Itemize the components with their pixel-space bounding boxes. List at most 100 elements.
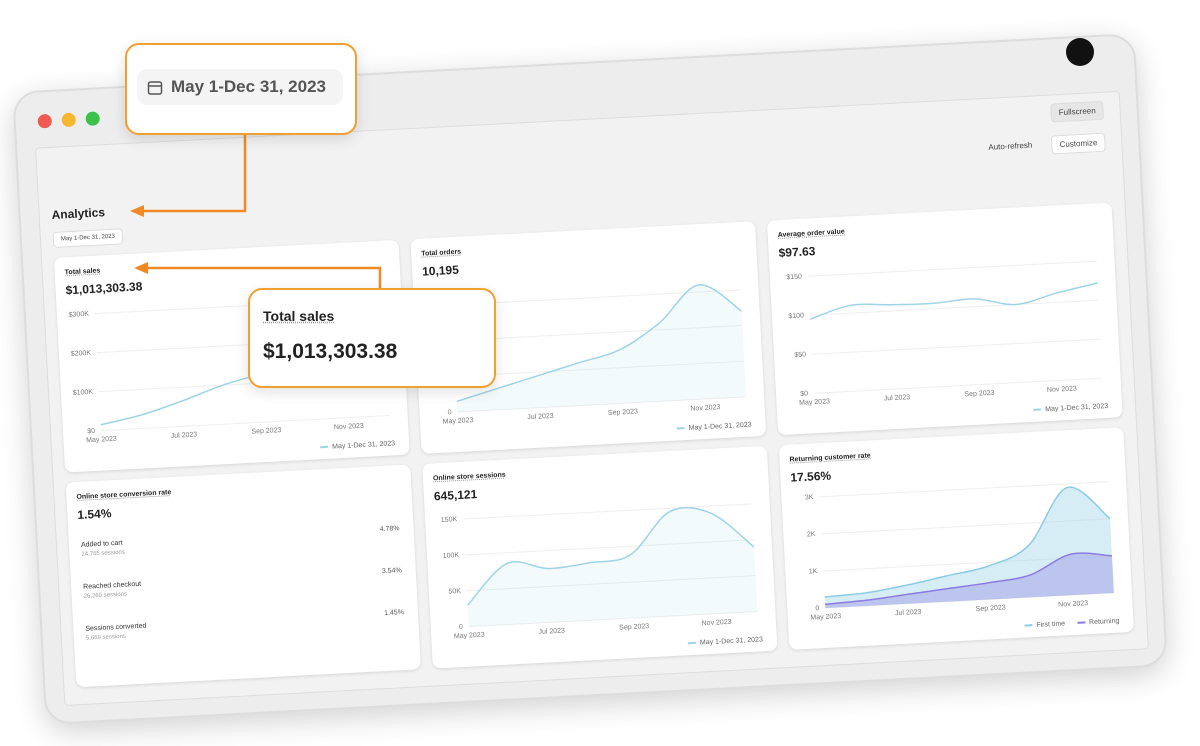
x-tick-label: Nov 2023 — [1047, 385, 1077, 394]
grid-line — [451, 289, 741, 306]
card-title: Online store sessions — [432, 471, 506, 483]
legend-swatch — [1024, 624, 1033, 627]
x-tick-label: Jul 2023 — [895, 609, 922, 617]
close-dot[interactable] — [37, 113, 53, 129]
callout-value: $1,013,303.38 — [263, 340, 398, 363]
y-tick-label: $300K — [69, 311, 90, 319]
row-rate: 1.45% — [383, 609, 405, 618]
y-tick-label: 150K — [441, 516, 458, 524]
x-tick-label: Sep 2023 — [251, 427, 281, 436]
area — [467, 507, 758, 627]
card-value: 645,121 — [433, 487, 478, 504]
x-tick-label: May 2023 — [810, 613, 841, 622]
card-value: $1,013,303.38 — [65, 279, 143, 298]
legend-swatch — [1077, 621, 1086, 624]
auto-refresh[interactable]: Auto-refresh — [988, 140, 1033, 152]
grid-line — [811, 338, 1101, 355]
grid-line — [825, 592, 1114, 609]
line — [809, 282, 1098, 320]
y-tick-label: 50K — [448, 588, 461, 596]
x-tick-label: Jul 2023 — [527, 413, 554, 421]
y-tick-label: $50 — [794, 351, 806, 359]
minimize-dot[interactable] — [61, 112, 77, 128]
y-tick-label: 0 — [447, 409, 451, 416]
x-tick-label: Sep 2023 — [619, 623, 649, 632]
legend: May 1-Dec 31, 2023 — [676, 421, 752, 433]
fullscreen-button[interactable]: Fullscreen — [1050, 100, 1105, 123]
legend-swatch — [1033, 408, 1042, 412]
sales-callout: Total sales $1,013,303.38 — [248, 288, 496, 388]
y-tick-label: 0 — [459, 624, 463, 631]
legend-item: Returning — [1077, 618, 1120, 627]
card-title: Total orders — [421, 248, 462, 258]
y-tick-label: 1K — [809, 568, 818, 575]
line — [456, 284, 743, 402]
card: Average order value $97.63 $0 $50 $100 $150 Ma… — [766, 202, 1123, 436]
y-tick-label: 100K — [443, 552, 460, 560]
chart: 0 1K 2K 3K May 2023 Jul 2023 Sep 2023 Nov 2023 — [805, 481, 1114, 622]
x-tick-label: May 2023 — [442, 417, 473, 426]
card-value: 1.54% — [77, 506, 112, 523]
card-value: $97.63 — [778, 244, 816, 260]
x-tick-label: Jul 2023 — [884, 394, 911, 402]
legend-label: May 1-Dec 31, 2023 — [1045, 402, 1109, 414]
y-tick-label: 0 — [815, 605, 819, 612]
x-tick-label: May 2023 — [86, 436, 117, 445]
date-pill: May 1-Dec 31, 2023 — [137, 69, 343, 105]
line — [467, 506, 755, 606]
grid-line — [463, 503, 752, 520]
legend: First time Returning — [1024, 618, 1120, 630]
area — [456, 284, 747, 412]
grid-line — [455, 360, 745, 377]
legend-label: May 1-Dec 31, 2023 — [331, 440, 396, 451]
grid-line — [807, 260, 1097, 277]
x-tick-label: Nov 2023 — [1058, 600, 1088, 609]
funnel-row: Added to cart 24,765 sessions 4.78% — [81, 525, 400, 558]
funnel-row: Sessions converted 5,669 sessions 1.45% — [85, 609, 404, 642]
legend: May 1-Dec 31, 2023 — [687, 636, 763, 647]
grid-line — [453, 325, 743, 342]
x-tick-label: Sep 2023 — [964, 390, 994, 399]
calendar-icon — [147, 81, 163, 95]
y-tick-label: $100 — [788, 312, 804, 320]
grid-line — [814, 377, 1103, 394]
x-tick-label: Sep 2023 — [976, 604, 1006, 613]
card: Online store conversion rate 1.54% Added t… — [65, 464, 421, 688]
x-tick-label: Jul 2023 — [538, 627, 565, 635]
grid-line — [457, 396, 747, 413]
y-tick-label: $150 — [786, 273, 802, 281]
legend: May 1-Dec 31, 2023 — [320, 440, 395, 451]
x-tick-label: Nov 2023 — [334, 423, 364, 432]
grid-line — [466, 575, 756, 592]
legend-label: May 1-Dec 31, 2023 — [688, 421, 752, 432]
chart: $0 $50 $100 $150 May 2023 Jul 2023 Sep 2023 Nov… — [786, 260, 1103, 407]
legend-item: May 1-Dec 31, 2023 — [320, 440, 395, 451]
customize-button[interactable]: Customize — [1051, 132, 1106, 155]
maximize-dot[interactable] — [85, 111, 101, 127]
card-value: 10,195 — [421, 262, 460, 279]
legend-label: Returning — [1088, 617, 1120, 627]
grid-line — [468, 611, 758, 628]
grid-line — [823, 555, 1112, 572]
x-tick-label: May 2023 — [799, 398, 830, 407]
date-button[interactable]: May 1-Dec 31, 2023 — [52, 228, 124, 248]
y-tick-label: $100K — [73, 389, 94, 397]
card-title: Returning customer rate — [789, 452, 871, 464]
grid-line — [809, 299, 1099, 316]
legend-label: First time — [1036, 620, 1066, 629]
date-text: May 1-Dec 31, 2023 — [171, 77, 326, 96]
y-tick-label: 3K — [805, 494, 814, 501]
chart: 0 50K 100K 150K May 2023 Jul 2023 Sep 2023 Nov … — [441, 503, 758, 640]
legend-item: May 1-Dec 31, 2023 — [676, 421, 752, 433]
card-value: 17.56% — [790, 468, 832, 485]
line — [825, 552, 1113, 606]
grid-line — [465, 539, 754, 556]
line — [824, 486, 1111, 598]
card-title: Total sales — [64, 267, 101, 277]
card-title: Average order value — [777, 228, 845, 239]
page-title: Analytics — [51, 205, 106, 222]
grid-line — [101, 415, 390, 432]
legend-swatch — [676, 427, 685, 430]
y-tick-label: $200K — [71, 350, 92, 358]
area — [824, 487, 1114, 608]
